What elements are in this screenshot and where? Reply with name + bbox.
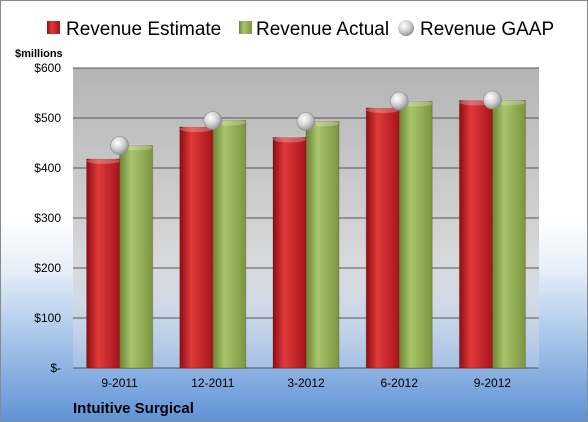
y-tick-label: $200 [34, 261, 61, 275]
gaap-marker [296, 112, 316, 131]
x-tick-label: 6-2012 [381, 376, 419, 390]
bar-estimate [86, 158, 121, 369]
legend-swatch-estimate [47, 21, 60, 34]
bar-actual [491, 100, 526, 369]
x-tick-label: 12-2011 [191, 376, 234, 390]
bar-estimate-highlight [179, 126, 213, 132]
bar-estimate-highlight [273, 136, 306, 143]
bar-actual [305, 121, 340, 369]
bar-actual [398, 101, 433, 369]
legend: Revenue Estimate Revenue Actual Revenue … [47, 19, 554, 40]
x-axis: 9-2011 12-2011 3-2012 6-2012 9-2012 [101, 376, 511, 390]
x-tick-label: 9-2011 [101, 376, 138, 390]
legend-item-gaap: Revenue GAAP [398, 19, 554, 40]
legend-label-estimate: Revenue Estimate [66, 19, 221, 40]
legend-label-actual: Revenue Actual [256, 19, 389, 40]
legend-item-actual: Revenue Actual [239, 19, 389, 40]
y-tick-label: $400 [34, 161, 61, 175]
bar-estimate [272, 137, 307, 369]
bar-estimate [458, 100, 493, 369]
y-unit-label: $millions [15, 48, 63, 60]
company-name: Intuitive Surgical [73, 400, 194, 417]
bar-estimate-highlight [86, 158, 120, 164]
legend-item-estimate: Revenue Estimate [47, 19, 221, 40]
legend-swatch-actual [239, 21, 252, 34]
y-tick-label: $100 [34, 311, 61, 325]
legend-marker-gaap [398, 20, 414, 36]
legend-label-gaap: Revenue GAAP [420, 19, 554, 40]
y-tick-label: $600 [34, 61, 61, 75]
gaap-markers-layer [110, 90, 502, 155]
bar-actual [119, 145, 154, 369]
x-tick-label: 9-2012 [474, 376, 512, 390]
gaap-marker [110, 136, 129, 155]
gaap-marker [203, 111, 223, 130]
bar-actual [212, 120, 247, 369]
bar-estimate [179, 126, 214, 369]
x-tick-label: 3-2012 [287, 376, 325, 390]
bar-estimate-highlight [366, 107, 400, 113]
bars-layer [86, 99, 526, 369]
y-axis: $- $100 $200 $300 $400 $500 $600 [34, 61, 61, 375]
y-tick-label: $300 [34, 211, 61, 225]
gaap-marker [483, 90, 502, 110]
y-tick-label: $500 [34, 111, 61, 125]
bar-estimate [365, 107, 400, 369]
gaap-marker [389, 91, 409, 111]
y-tick-label: $- [50, 361, 61, 375]
